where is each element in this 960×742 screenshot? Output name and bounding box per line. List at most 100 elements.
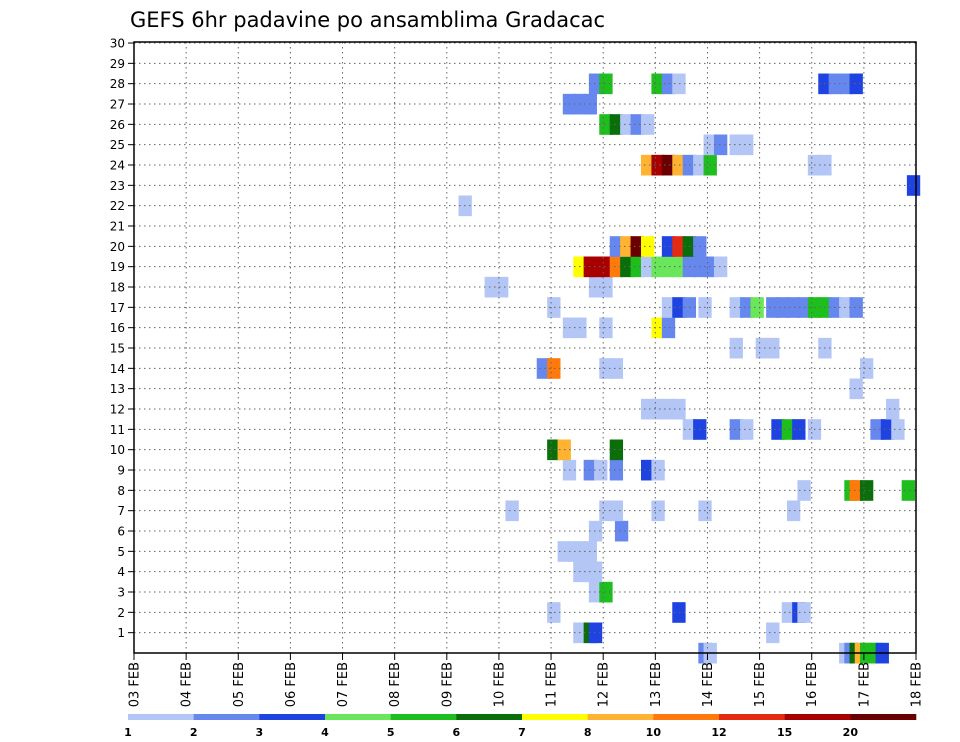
y-tick-label: 27: [110, 98, 125, 112]
heatmap-cell: [849, 480, 863, 501]
heatmap-cell: [661, 317, 676, 339]
x-tick-label: 03 FEB: [128, 662, 143, 707]
legend-label: 15: [777, 726, 792, 739]
heatmap-cell: [766, 622, 780, 644]
heatmap-cell: [839, 297, 853, 318]
heatmap-cell: [599, 358, 613, 379]
legend-swatch: [193, 714, 260, 720]
heatmap-cell: [740, 134, 754, 156]
heatmap-cell: [661, 398, 676, 420]
x-axis: 03 FEB 04 FEB 05 FEB 06 FEB 07 FEB 08 FEB 09 F…: [128, 653, 925, 707]
heatmap-cell: [641, 154, 655, 176]
heatmap-cell: [750, 297, 764, 318]
heatmap-cell: [786, 500, 801, 522]
heatmap-cell: [620, 114, 634, 135]
legend-label: 12: [711, 726, 726, 739]
heatmap-cell: [651, 154, 665, 176]
x-tick-label: 14 FEB: [701, 662, 716, 707]
heatmap-cell: [599, 581, 613, 603]
color-legend: 1 2 3 4 5 6 7 8 10 12 15 20: [124, 714, 917, 739]
heatmap-cell: [547, 602, 561, 623]
heatmap-cell: [630, 256, 644, 278]
heatmap-cell: [661, 73, 676, 95]
legend-label: 5: [387, 726, 395, 739]
heatmap-cell: [599, 256, 613, 278]
y-tick-label: 21: [110, 220, 125, 234]
heatmap-cell: [672, 602, 686, 623]
y-tick-label: 23: [110, 179, 125, 193]
heatmap-cell: [729, 337, 743, 359]
y-tick-label: 3: [117, 586, 125, 600]
y-tick-label: 25: [110, 138, 125, 152]
x-tick-label: 18 FEB: [910, 662, 925, 707]
heatmap-cell: [792, 419, 806, 440]
heatmap-cell: [588, 73, 603, 95]
x-tick-label: 07 FEB: [336, 662, 351, 707]
heatmap-cell: [484, 276, 498, 298]
x-tick-label: 08 FEB: [388, 662, 403, 707]
heatmap-cell: [766, 297, 780, 318]
legend-label: 1: [124, 726, 132, 739]
heatmap-cell: [641, 398, 655, 420]
y-tick-label: 4: [117, 565, 125, 579]
heatmap-cell: [609, 439, 624, 461]
heatmap-cell: [880, 419, 895, 440]
heatmap-cell: [776, 297, 790, 318]
y-tick-label: 5: [117, 545, 125, 559]
heatmap-cell: [620, 256, 634, 278]
heatmap-cell: [766, 337, 780, 359]
heatmap-cell: [609, 236, 624, 257]
y-tick-label: 8: [117, 484, 125, 498]
x-tick-label: 16 FEB: [805, 662, 820, 707]
x-tick-label: 05 FEB: [232, 662, 247, 707]
heatmap-cell: [547, 358, 561, 379]
heatmap-cell: [672, 73, 686, 95]
legend-swatch: [653, 714, 720, 720]
heatmap-cell: [849, 297, 863, 318]
heatmap-cell: [588, 581, 603, 603]
heatmap-cell: [859, 358, 874, 379]
legend-label: 4: [321, 726, 329, 739]
heatmap-cell: [505, 500, 519, 522]
y-tick-label: 28: [110, 77, 125, 91]
x-tick-label: 17 FEB: [857, 662, 872, 707]
y-tick-label: 9: [117, 464, 125, 478]
legend-swatch: [128, 714, 194, 720]
heatmap-cells: [458, 73, 921, 664]
heatmap-cell: [729, 419, 743, 440]
heatmap-cell: [614, 520, 629, 542]
heatmap-cell: [651, 500, 665, 522]
heatmap-cell: [672, 154, 686, 176]
y-tick-label: 22: [110, 199, 125, 213]
heatmap-cell: [901, 480, 915, 501]
heatmap-cell: [609, 500, 624, 522]
heatmap-cell: [651, 73, 665, 95]
y-tick-label: 13: [110, 382, 125, 396]
heatmap-cell: [599, 73, 613, 95]
legend-label: 7: [518, 726, 526, 739]
y-tick-label: 1: [117, 626, 125, 640]
x-tick-label: 04 FEB: [180, 662, 195, 707]
legend-swatch: [587, 714, 654, 720]
x-tick-label: 09 FEB: [440, 662, 455, 707]
heatmap-cell: [547, 439, 561, 461]
heatmap-cell: [641, 236, 655, 257]
x-tick-label: 11 FEB: [545, 662, 560, 707]
heatmap-cell: [588, 561, 603, 583]
legend-label: 6: [453, 726, 461, 739]
heatmap-cell: [839, 73, 853, 95]
heatmap-cell: [609, 256, 624, 278]
y-tick-label: 7: [117, 504, 125, 518]
y-tick-label: 18: [110, 281, 125, 295]
heatmap-cell: [870, 419, 884, 440]
heatmap-cell: [588, 520, 603, 542]
heatmap-cell: [771, 419, 785, 440]
legend-label: 3: [256, 726, 264, 739]
heatmap-cell: [599, 114, 613, 135]
heatmap-cell: [891, 419, 905, 440]
y-tick-label: 19: [110, 260, 125, 274]
heatmap-cell: [641, 459, 655, 481]
heatmap-cell: [588, 276, 603, 298]
heatmap-cell: [495, 276, 509, 298]
